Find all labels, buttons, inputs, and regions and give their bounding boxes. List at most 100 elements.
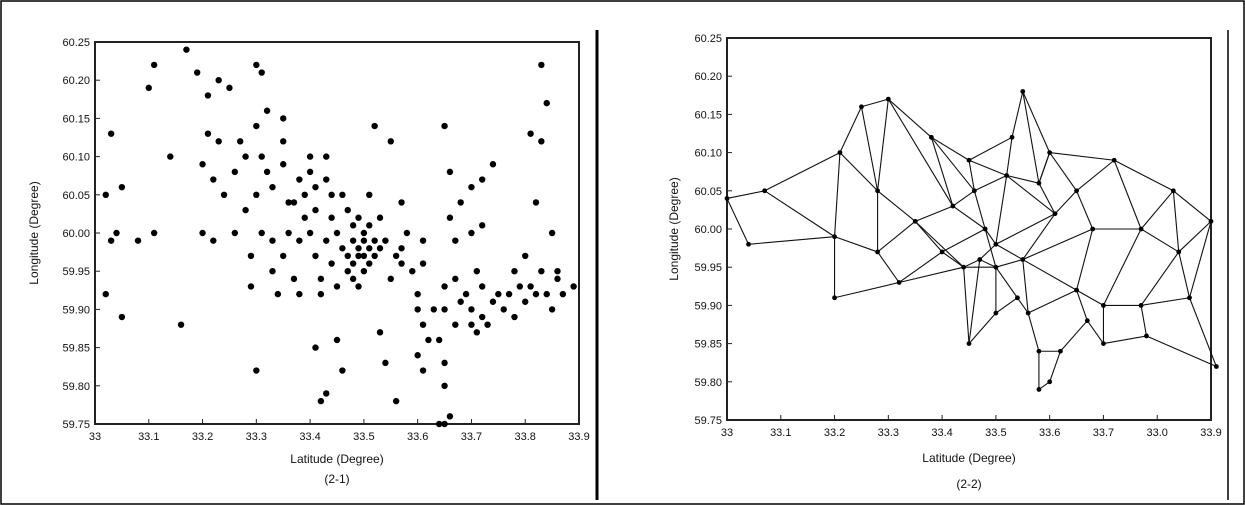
network-node	[875, 249, 880, 255]
panel-caption: (2-1)	[324, 472, 349, 486]
network-edge	[984, 228, 997, 245]
scatter-point	[468, 306, 475, 313]
scatter-point	[554, 268, 561, 275]
network-edge	[930, 136, 975, 192]
network-edge	[887, 98, 954, 207]
scatter-point	[150, 229, 158, 237]
scatter-point	[210, 237, 217, 244]
x-tick-labels: 33 33.1 33.2 33.3 33.4 33.5 33.6 33.7 33.0 33.9	[721, 415, 1222, 439]
network-edge	[931, 136, 970, 161]
network-edge	[1178, 220, 1212, 253]
y-tick-label: 59.75	[62, 419, 90, 431]
network-edge	[963, 259, 980, 268]
network-edge	[973, 190, 986, 230]
scatter-point	[414, 290, 421, 298]
network-edge	[1173, 190, 1212, 222]
scatter-point	[247, 252, 255, 260]
network-edge	[1006, 175, 1056, 215]
network-edge	[834, 236, 878, 253]
network-node	[1176, 249, 1182, 255]
scatter-point	[511, 313, 518, 321]
scatter-point	[468, 321, 475, 328]
scatter-point	[355, 252, 362, 260]
y-tick-label: 60.00	[62, 228, 90, 240]
scatter-point	[220, 191, 228, 198]
scatter-point	[366, 222, 373, 229]
network-node	[1036, 180, 1042, 186]
network-node	[1047, 379, 1053, 385]
network-node	[1213, 364, 1219, 369]
scatter-point	[296, 290, 303, 298]
scatter-point	[452, 321, 459, 328]
network-edge	[748, 236, 835, 245]
scatter-point	[414, 306, 421, 313]
scatter-point	[376, 214, 384, 221]
network-edge	[887, 98, 932, 138]
network-node	[896, 280, 902, 285]
x-tick-label: 33.6	[407, 431, 428, 443]
scatter-point	[419, 367, 427, 374]
y-tick-label: 60.20	[62, 75, 90, 87]
scatter-point	[280, 161, 287, 168]
scatter-point	[371, 122, 378, 130]
scatter-point	[167, 153, 174, 160]
scatter-point	[253, 61, 260, 69]
scatter-point	[398, 245, 405, 252]
network-node	[928, 134, 934, 140]
scatter-point	[360, 237, 368, 244]
network-edge	[1140, 305, 1148, 337]
network-edge	[995, 243, 1024, 261]
scatter-point	[253, 191, 260, 198]
scatter-point	[473, 268, 481, 275]
scatter-point	[339, 191, 346, 198]
scatter-point	[403, 229, 411, 237]
network-node	[993, 310, 999, 316]
network-node	[885, 96, 891, 102]
x-axis-label: Latitude (Degree)	[922, 451, 1015, 465]
y-tick-label: 60.05	[62, 190, 90, 202]
scatter-point	[382, 359, 389, 367]
x-tick-label: 33.5	[353, 431, 374, 443]
network-edge	[1141, 297, 1190, 306]
scatter-point	[290, 275, 298, 283]
network-node	[724, 196, 730, 201]
scatter-point	[333, 336, 341, 344]
scatter-point	[280, 138, 287, 145]
network-edge	[995, 175, 1008, 245]
scatter-point	[479, 313, 486, 321]
scatter-point	[317, 275, 325, 283]
scatter-point	[204, 130, 212, 137]
network-edge	[726, 190, 765, 199]
network-edge	[860, 106, 879, 191]
y-tick-label: 59.85	[694, 339, 722, 351]
scatter-point	[446, 168, 454, 176]
scatter-point	[559, 290, 567, 298]
scatter-point	[231, 229, 239, 237]
scatter-point	[392, 252, 400, 260]
network-node	[1144, 333, 1149, 339]
scatter-point	[199, 161, 206, 168]
network-nodes	[724, 89, 1219, 392]
scatter-point	[269, 183, 276, 191]
scatter-point	[511, 268, 518, 275]
scatter-point	[247, 283, 255, 290]
scatter-point	[441, 420, 448, 428]
scatter-point	[102, 191, 109, 198]
network-edge	[914, 220, 965, 268]
scatter-point	[349, 275, 357, 283]
scatter-point	[409, 268, 416, 275]
scatter-point	[414, 352, 421, 359]
scatter-point	[344, 268, 351, 275]
network-edge	[1038, 182, 1056, 214]
scatter-point	[242, 153, 249, 160]
network-edge	[1102, 228, 1142, 306]
y-tick-label: 60.20	[694, 71, 722, 83]
network-edge	[1006, 137, 1013, 176]
y-tick-label: 59.75	[694, 415, 722, 427]
scatter-point	[328, 191, 335, 198]
network-edge	[1113, 159, 1174, 192]
x-tick-label: 33.3	[246, 431, 267, 443]
x-tick-label: 33.5	[985, 427, 1006, 439]
y-tick-label: 60.00	[694, 224, 722, 236]
y-tick-label: 60.25	[694, 33, 722, 45]
